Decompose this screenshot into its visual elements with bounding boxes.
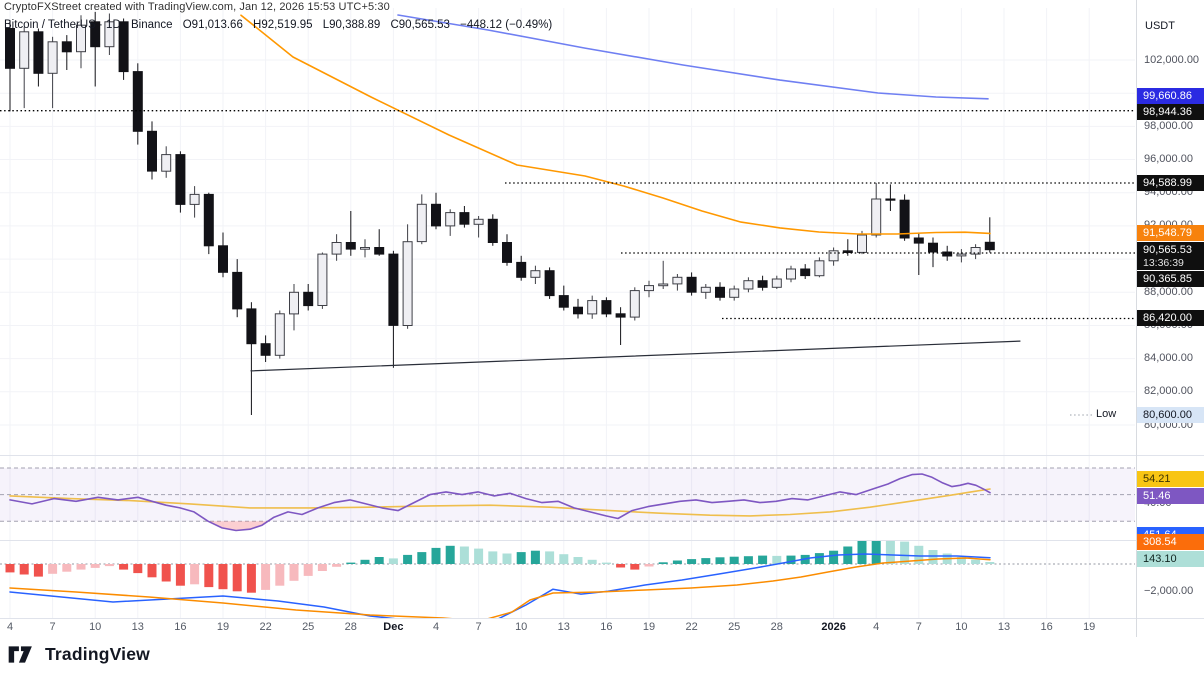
time-label: 7 (915, 621, 922, 633)
time-label: 10 (955, 621, 968, 633)
change-value: −448.12 (−0.49%) (460, 19, 553, 31)
time-label: 28 (770, 621, 783, 633)
current-price-badge: 90,565.53 13:36:39 (1137, 242, 1204, 270)
time-label: 22 (685, 621, 698, 633)
time-label: 4 (432, 621, 440, 633)
tradingview-logo-icon (8, 646, 32, 663)
time-label: 4 (6, 621, 14, 633)
time-label: 25 (302, 621, 315, 633)
time-label: 22 (259, 621, 272, 633)
indicator-tick: −2,000.00 (1144, 585, 1194, 597)
price-tick: 102,000.00 (1144, 53, 1200, 66)
price-tick: 98,000.00 (1144, 119, 1193, 132)
time-label: 4 (873, 621, 880, 633)
ma200-value-badge: 99,660.86 (1137, 88, 1204, 104)
time-label: 25 (728, 621, 741, 633)
ohlc-close: C90,565.53 (390, 19, 450, 31)
time-label: 10 (89, 621, 102, 633)
tradingview-logo[interactable]: TradingView (8, 644, 150, 665)
time-label: 16 (1040, 621, 1053, 633)
symbol-title[interactable]: Bitcoin / TetherUS · 1D · Binance (4, 19, 173, 31)
low-marker-label: Low (1096, 408, 1117, 420)
time-label-major: 2026 (821, 621, 846, 633)
time-label: 16 (174, 621, 187, 633)
level-badge-94588: 94,588.99 (1137, 175, 1204, 191)
rsi-ma-value-badge: 54.21 (1137, 471, 1204, 487)
ohlc-high: H92,519.95 (253, 19, 313, 31)
level-badge-98944: 98,944.36 (1137, 104, 1204, 120)
macd-signal-value-badge: 308.54 (1137, 534, 1204, 550)
chart-canvas (0, 8, 1204, 619)
rsi-value-badge: 51.46 (1137, 488, 1204, 504)
time-label: 13 (557, 621, 570, 633)
time-label: 19 (1083, 621, 1096, 633)
watermark-attribution: CryptoFXStreet created with TradingView.… (4, 1, 390, 13)
time-label: 7 (49, 621, 56, 633)
time-label: 7 (475, 621, 482, 633)
time-label-major: Dec (383, 621, 404, 633)
symbol-header: Bitcoin / TetherUS · 1D · Binance O91,01… (4, 19, 559, 31)
price-tick: 82,000.00 (1144, 385, 1193, 398)
ohlc-open: O91,013.66 (182, 19, 243, 31)
chart-plot-area[interactable] (0, 0, 1204, 637)
time-label: 19 (216, 621, 230, 633)
price-tick: 84,000.00 (1144, 352, 1193, 365)
price-tick: 96,000.00 (1144, 153, 1193, 165)
time-axis[interactable]: 4 7 10 13 16 19 22 25 28 Dec 4 7 10 13 16 19 22 25 28 2026 4… (0, 618, 1136, 637)
time-label: 28 (344, 621, 357, 633)
tradingview-logo-text: TradingView (45, 644, 150, 664)
price-tick: 88,000.00 (1144, 285, 1193, 298)
time-label: 10 (515, 621, 528, 633)
level-badge-86420: 86,420.00 (1137, 310, 1204, 326)
price-axis-unit: USDT (1145, 20, 1175, 32)
ohlc-low: L90,388.89 (322, 19, 381, 31)
price-axis[interactable]: USDT 102,000.00100,000.0098,000.0096,000… (1136, 0, 1204, 637)
level-badge-90365: 90,365.85 (1137, 271, 1204, 287)
ma50-value-badge: 91,548.79 (1137, 225, 1204, 241)
time-label: 19 (642, 621, 656, 633)
time-label: 13 (131, 621, 144, 633)
low-price-badge: 80,600.00 (1137, 407, 1204, 423)
time-label: 16 (600, 621, 613, 633)
time-label: 13 (997, 621, 1011, 633)
macd-hist-value-badge: 143.10 (1137, 551, 1204, 567)
